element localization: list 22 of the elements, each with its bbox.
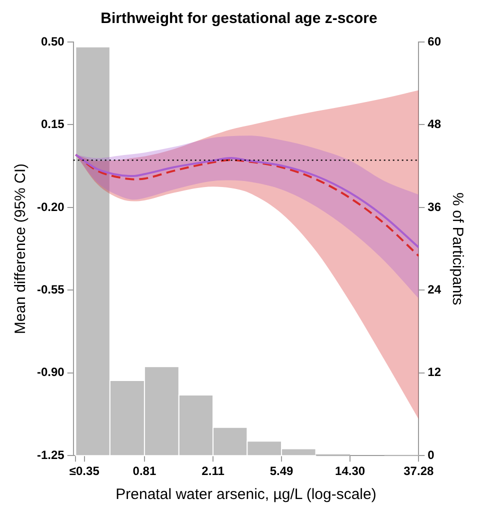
chart-title: Birthweight for gestational age z-score: [100, 10, 378, 28]
x-tick-label: 0.81: [132, 464, 156, 478]
y2-tick-label: 48: [428, 117, 442, 132]
x-axis-title: Prenatal water arsenic, µg/L (log-scale): [116, 486, 376, 504]
x-tick-label: 37.28: [404, 464, 434, 478]
y-axis-title: Mean difference (95% CI): [12, 163, 30, 334]
y2-axis-title: % of Participants: [448, 192, 466, 306]
y2-tick-label: 60: [428, 34, 442, 48]
x-tick-label: 2.11: [202, 464, 225, 478]
x-tick-label: ≤0.35: [69, 464, 100, 478]
y2-tick-label: 12: [428, 365, 442, 380]
y2-tick-label: 24: [428, 282, 442, 296]
y2-tick-label: 0: [428, 448, 435, 462]
y-tick-label: -0.20: [36, 200, 65, 214]
y-tick-label: 0.15: [40, 117, 65, 132]
x-tick-label: 14.30: [335, 464, 366, 478]
y-tick-label: -1.25: [36, 448, 65, 462]
y2-tick-label: 36: [428, 200, 442, 214]
y-tick-label: 0.50: [40, 34, 65, 48]
y-tick-label: -0.90: [36, 365, 65, 380]
y-tick-label: -0.55: [36, 282, 65, 296]
x-tick-label: 5.49: [270, 464, 294, 478]
